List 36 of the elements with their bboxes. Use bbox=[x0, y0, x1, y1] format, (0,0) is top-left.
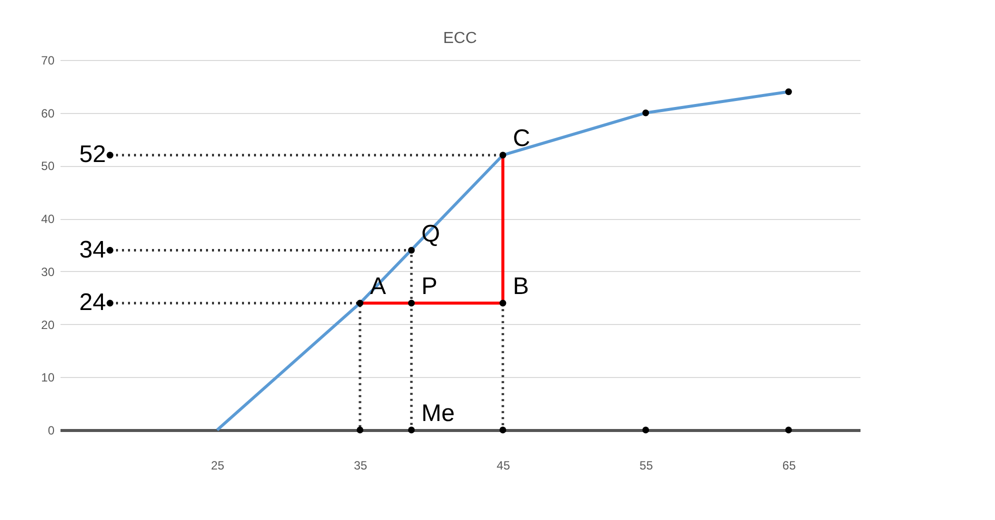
point bbox=[408, 300, 415, 306]
point bbox=[106, 300, 114, 306]
x-tick-label: 55 bbox=[640, 458, 654, 472]
point bbox=[106, 152, 114, 158]
x-tick-label: 35 bbox=[354, 458, 368, 472]
y-tick-label: 30 bbox=[41, 264, 55, 279]
y-tick-label: 40 bbox=[41, 212, 55, 226]
point bbox=[356, 426, 364, 434]
chart-title: ECC bbox=[443, 30, 477, 47]
annotation: 52 bbox=[79, 141, 106, 168]
point bbox=[106, 246, 114, 254]
y-tick-label: 70 bbox=[41, 54, 55, 68]
x-tick-label: 45 bbox=[496, 458, 510, 472]
point bbox=[500, 300, 506, 306]
annotation: 34 bbox=[79, 236, 106, 264]
y-tick-label: 60 bbox=[41, 106, 55, 120]
x-tick-label: 65 bbox=[782, 458, 796, 472]
y-tick-label: 0 bbox=[48, 424, 55, 438]
point bbox=[408, 426, 415, 434]
point bbox=[500, 152, 506, 158]
x-tick-label: 25 bbox=[210, 458, 225, 472]
point bbox=[356, 300, 364, 306]
y-tick-label: 20 bbox=[41, 318, 55, 332]
point bbox=[642, 426, 650, 434]
point bbox=[500, 426, 506, 434]
point bbox=[642, 110, 650, 116]
annotation: Me bbox=[421, 400, 455, 427]
annotation: B bbox=[512, 273, 529, 300]
annotation: P bbox=[421, 273, 438, 300]
point bbox=[785, 426, 792, 434]
y-tick-label: 10 bbox=[41, 370, 55, 385]
annotation: 24 bbox=[79, 289, 106, 316]
point bbox=[408, 246, 415, 254]
y-tick-label: 50 bbox=[41, 159, 55, 174]
point bbox=[785, 88, 792, 96]
annotation: C bbox=[512, 125, 530, 152]
